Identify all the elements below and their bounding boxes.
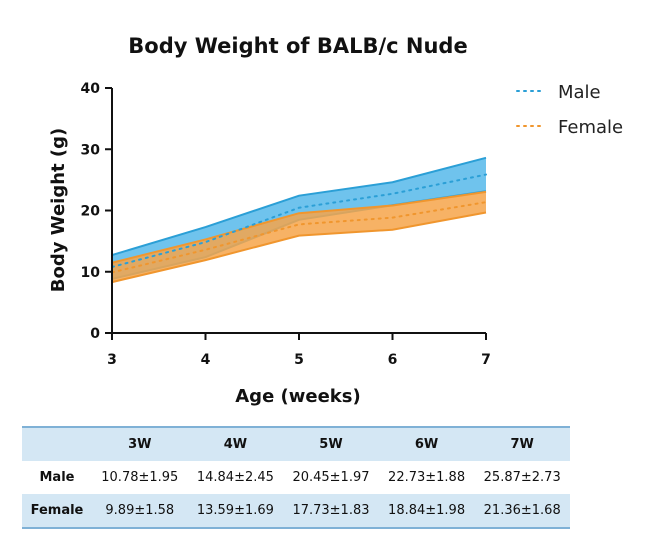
legend-label-male: Male (558, 82, 601, 103)
table-cell: 10.78±1.95 (101, 470, 179, 485)
table-cell: 14.84±2.45 (196, 470, 274, 485)
y-tick-label: 10 (81, 265, 101, 281)
row-label-male: Male (39, 470, 75, 485)
table-header-7w: 7W (510, 437, 534, 452)
table-row-male: Male 10.78±1.95 14.84±2.45 20.45±1.97 22… (22, 461, 570, 494)
legend-label-female: Female (558, 117, 623, 138)
table-cell: 17.73±1.83 (292, 503, 370, 518)
x-tick-label: 3 (107, 352, 117, 368)
stats-table: 3W 4W 5W 6W 7W Male 10.78±1.95 14.84±2.4… (22, 426, 570, 529)
table-header-5w: 5W (319, 437, 343, 452)
y-tick-label: 20 (81, 204, 101, 220)
y-tick-label: 0 (90, 326, 100, 342)
table-row-female: Female 9.89±1.58 13.59±1.69 17.73±1.83 1… (22, 494, 570, 528)
table-header-corner (22, 427, 92, 461)
table-header-6w: 6W (414, 437, 439, 452)
mean-lines (111, 173, 487, 274)
table-header-4w: 4W (223, 437, 248, 452)
table-header-3w: 3W (128, 437, 152, 452)
female-lower-bound-line (111, 211, 487, 284)
x-tick-label: 6 (388, 352, 398, 368)
table-cell: 9.89±1.58 (105, 503, 175, 518)
x-tick-label: 7 (481, 352, 491, 368)
x-tick-label: 4 (201, 352, 211, 368)
y-axis-title: Body Weight (g) (48, 128, 69, 292)
male-upper-bound-line (111, 156, 487, 256)
x-axis-title: Age (weeks) (235, 386, 360, 407)
row-label-female: Female (30, 503, 84, 518)
sd-bands (111, 156, 487, 284)
chart-title: Body Weight of BALB/c Nude (128, 34, 467, 58)
table-cell: 21.36±1.68 (483, 503, 561, 518)
table-header-row: 3W 4W 5W 6W 7W (22, 427, 570, 461)
axes: 0 10 20 30 40 3 4 5 6 7 (81, 81, 491, 368)
y-tick-label: 40 (81, 81, 101, 97)
legend: Male Female (516, 82, 623, 138)
table-cell: 18.84±1.98 (388, 503, 466, 518)
x-tick-label: 5 (294, 352, 304, 368)
table-cell: 22.73±1.88 (388, 470, 466, 485)
table-cell: 25.87±2.73 (483, 470, 561, 485)
table-cell: 13.59±1.69 (196, 503, 274, 518)
body-weight-chart: Body Weight of BALB/c Nude 0 10 20 30 40 3 4 5 6… (48, 34, 623, 407)
female-mean-line (111, 201, 487, 274)
table-cell: 20.45±1.97 (292, 470, 370, 485)
female-upper-bound-line (111, 190, 487, 264)
y-tick-label: 30 (81, 142, 101, 158)
